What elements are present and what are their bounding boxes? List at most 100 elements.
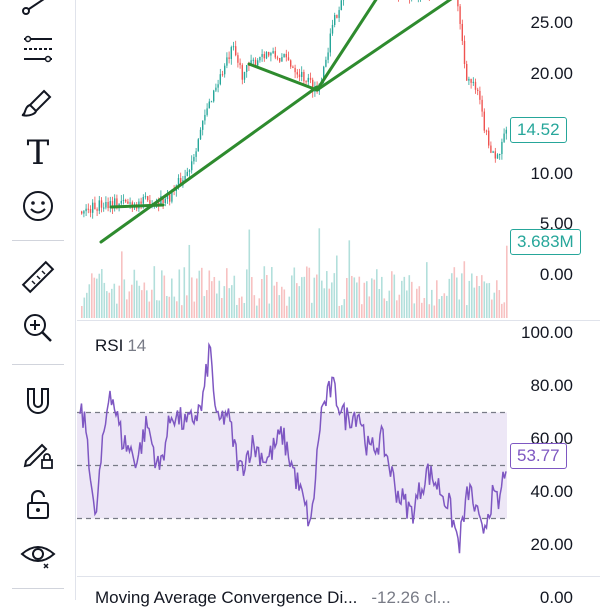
volume-bar [149,302,151,318]
volume-bar [491,300,493,318]
candle-body [147,196,148,200]
volume-bar [206,290,208,318]
volume-bar [396,300,398,318]
volume-bar [359,277,361,318]
volume-bar [334,273,336,318]
volume-bar [456,278,458,318]
volume-bar [294,268,296,318]
volume-bar [379,289,381,318]
candle-body [283,54,284,57]
candle-body [129,202,130,203]
volume-bar [84,298,86,318]
volume-bar [314,278,316,318]
volume-bar [501,304,503,318]
pane-separator[interactable] [77,576,600,577]
candle-body [235,46,236,55]
brush-tool-icon[interactable] [12,82,64,124]
candle-body [486,131,487,132]
volume-bar [376,269,378,318]
volume-bar [139,286,141,318]
volume-bar [484,281,486,318]
volume-bar [284,289,286,318]
zoom-in-tool-icon[interactable] [12,307,64,349]
candle-body [266,52,267,58]
candle-body [470,79,471,83]
volume-bar [356,282,358,318]
volume-bar [134,270,136,318]
volume-bar [321,281,323,318]
volume-bar [366,281,368,318]
volume-bar [221,298,223,318]
candle-body [459,6,460,24]
volume-bar [189,245,191,318]
ruler-tool-icon[interactable] [12,256,64,298]
toolbar-divider [12,588,64,589]
volume-bar [264,266,266,318]
volume-bar [371,278,373,318]
unlock-tool-icon[interactable] [12,484,64,526]
macd-legend[interactable]: Moving Average Convergence Di... -12.26 c… [95,588,451,608]
candle-body [475,82,476,90]
chart-area[interactable]: 25.00 20.00 10.00 5.00 0.00 14.52 3.683M… [77,0,600,600]
volume-bar [446,296,448,318]
candle-body [140,202,141,204]
visibility-tool-icon[interactable] [12,533,64,575]
volume-bar [136,281,138,318]
volume-bar [229,288,231,318]
candle-body [143,197,144,204]
volume-bar [391,271,393,318]
candle-body [327,52,328,59]
volume-bar [319,228,321,318]
macd-title: Moving Average Convergence Di... [95,588,357,607]
candle-body [121,201,122,204]
candle-body [297,72,298,74]
pitchfork-tool-icon[interactable] [12,28,64,70]
volume-bar [444,293,446,318]
toolbar-divider [12,364,64,365]
lock-drawings-tool-icon[interactable] [12,432,64,474]
candle-body [277,57,278,58]
rsi-value-badge: 53.77 [510,443,567,469]
rsi-axis-tick: 80.00 [513,376,573,396]
candle-body [96,209,97,211]
candle-body [211,101,212,102]
volume-bar [506,246,508,318]
volume-bar [126,299,128,318]
candle-body [200,130,201,139]
volume-bar [246,269,248,318]
magnet-tool-icon[interactable] [12,380,64,422]
volume-bar [209,271,211,318]
candle-body [479,91,480,100]
trendline-tool-icon[interactable] [12,0,64,22]
volume-bar [276,282,278,318]
text-tool-icon[interactable]: T [12,132,64,174]
macd-value: -12.26 cl... [371,588,450,607]
candle-body [268,52,269,56]
volume-bar [196,278,198,318]
volume-bar [231,285,233,318]
candle-body [195,151,196,157]
volume-bar [339,306,341,318]
volume-bar [211,281,213,318]
volume-bar [129,291,131,318]
volume-bar [269,304,271,318]
volume-bar [244,303,246,318]
volume-bar [324,288,326,318]
volume-bar [94,278,96,318]
volume-bar [154,266,156,318]
candle-body [81,211,82,213]
candle-body [90,209,91,213]
volume-bar [169,297,171,318]
emoji-tool-icon[interactable] [12,185,64,227]
volume-bar [409,275,411,318]
volume-bar [226,268,228,318]
candle-body [488,131,489,146]
volume-bar [111,289,113,318]
candle-body [123,200,124,201]
volume-bar [299,286,301,318]
volume-bar [346,278,348,318]
volume-bar [281,287,283,318]
candle-body [270,53,271,55]
candle-body [193,157,194,161]
